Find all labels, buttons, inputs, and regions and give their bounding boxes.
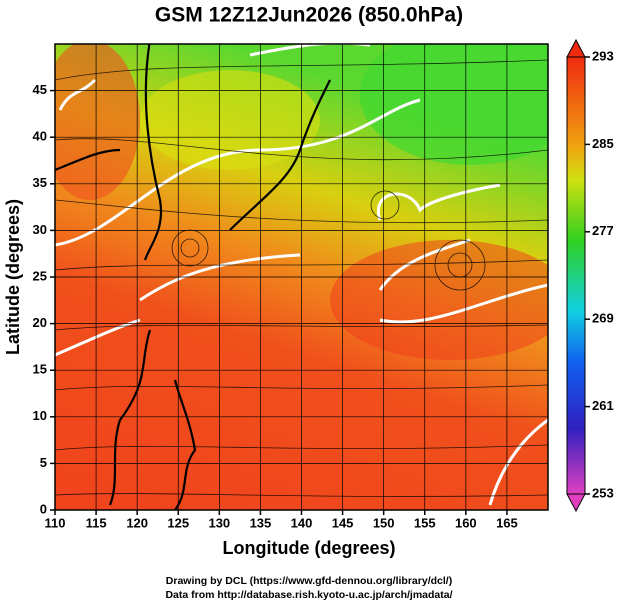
x-tick-label: 160 xyxy=(455,515,477,530)
colorbar-tick-label: 269 xyxy=(592,311,614,326)
colorbar-tick-label: 285 xyxy=(592,136,614,151)
x-tick-label: 120 xyxy=(126,515,148,530)
y-tick-label: 40 xyxy=(33,129,47,144)
colorbar-extend xyxy=(566,38,586,58)
x-tick-label: 165 xyxy=(496,515,518,530)
colorbar-tick-label: 253 xyxy=(592,485,614,500)
y-tick-label: 10 xyxy=(33,408,47,423)
x-tick-label: 150 xyxy=(373,515,395,530)
y-tick-label: 35 xyxy=(33,175,47,190)
y-axis-label: Latitude (degrees) xyxy=(3,199,23,355)
x-tick-label: 135 xyxy=(250,515,272,530)
y-tick-label: 5 xyxy=(40,455,47,470)
colorbar-extend xyxy=(566,493,586,513)
x-tick-label: 140 xyxy=(291,515,313,530)
credit-text: Drawing by DCL (https://www.gfd-dennou.o… xyxy=(166,575,452,587)
x-tick-label: 125 xyxy=(167,515,189,530)
colorbar-scale xyxy=(566,56,586,495)
x-tick-label: 115 xyxy=(86,515,107,530)
y-tick-label: 45 xyxy=(33,82,47,97)
y-tick-label: 30 xyxy=(33,222,47,237)
colorbar-tick-label: 277 xyxy=(592,223,614,238)
y-tick-label: 25 xyxy=(33,268,47,283)
colorbar xyxy=(566,38,586,513)
x-tick-label: 155 xyxy=(414,515,436,530)
chart-title: GSM 12Z12Jun2026 (850.0hPa) xyxy=(155,4,463,27)
y-tick-label: 15 xyxy=(33,362,47,377)
y-tick-label: 20 xyxy=(33,315,47,330)
colorbar-tick-label: 261 xyxy=(592,398,614,413)
x-tick-label: 145 xyxy=(332,515,354,530)
map-field xyxy=(55,44,548,510)
x-tick-label: 110 xyxy=(45,515,66,530)
credit-text: Data from http://database.rish.kyoto-u.a… xyxy=(165,589,452,601)
x-tick-label: 130 xyxy=(208,515,230,530)
x-axis-label: Longitude (degrees) xyxy=(222,538,395,558)
colorbar-tick-label: 293 xyxy=(592,48,614,63)
y-tick-label: 0 xyxy=(40,501,47,516)
